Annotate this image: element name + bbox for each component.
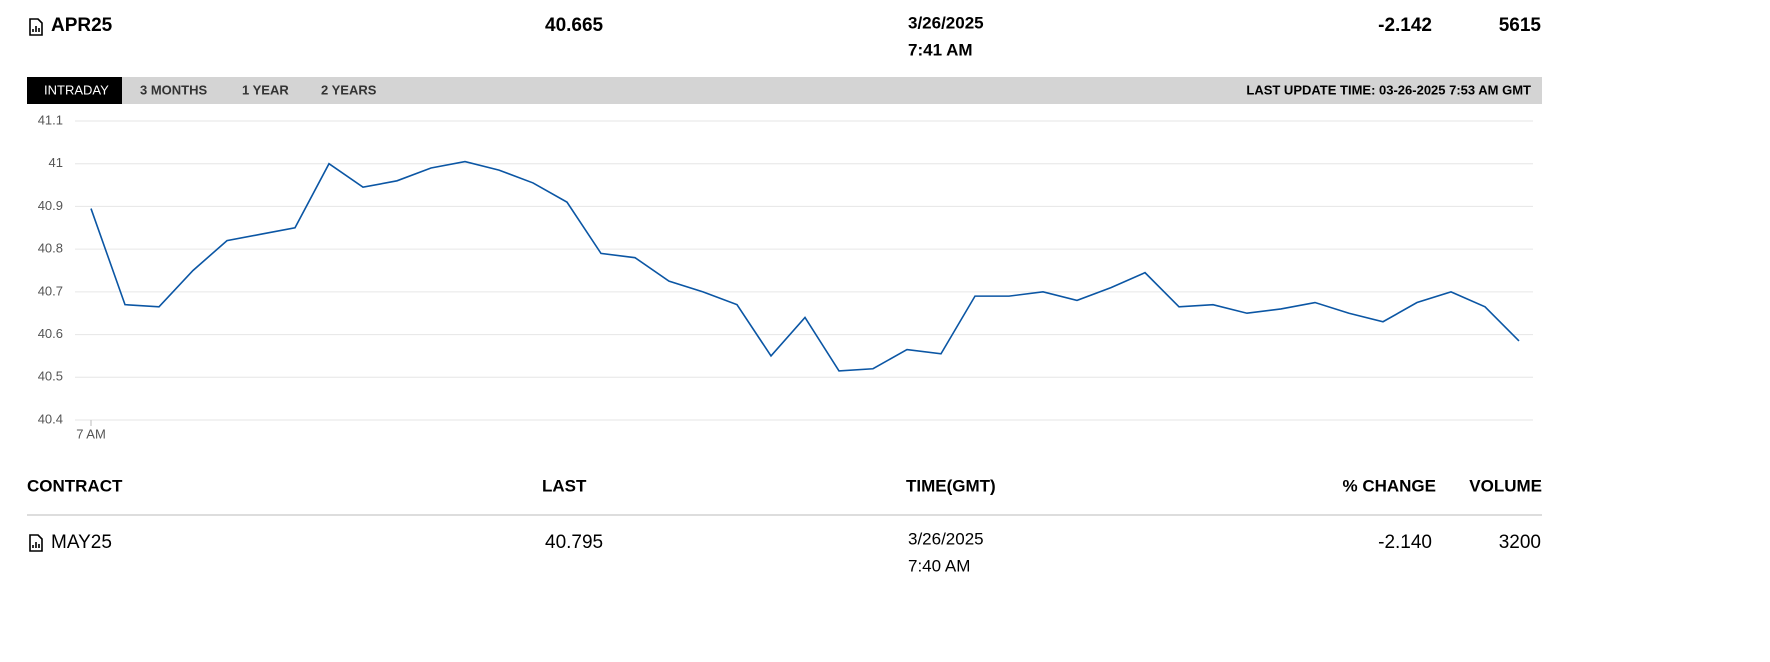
column-header: CONTRACT bbox=[27, 476, 123, 495]
last-update: LAST UPDATE TIME: 03-26-2025 7:53 AM GMT bbox=[1246, 82, 1531, 97]
volume: 5615 bbox=[1499, 15, 1542, 36]
change: -2.142 bbox=[1378, 15, 1432, 36]
time: 7:40 AM bbox=[908, 556, 970, 575]
tab[interactable]: 3 MONTHS bbox=[140, 82, 208, 97]
price-line bbox=[90, 160, 1520, 372]
volume: 3200 bbox=[1499, 532, 1541, 553]
tab[interactable]: 2 YEARS bbox=[321, 82, 377, 97]
y-tick-label: 40.8 bbox=[38, 241, 63, 256]
y-tick-label: 40.5 bbox=[38, 369, 63, 384]
contract[interactable]: APR25 bbox=[51, 15, 113, 36]
tab-bar bbox=[27, 77, 1542, 104]
date: 3/26/2025 bbox=[908, 13, 984, 32]
chart: 40.4 40.5 40.6 40.7 40.8 40.9 41 41.1 7 AM bbox=[38, 112, 1533, 441]
x-tick-label: 7 AM bbox=[76, 426, 106, 441]
y-tick-label: 40.9 bbox=[38, 198, 63, 213]
last-price: 40.795 bbox=[545, 532, 603, 553]
column-header: % CHANGE bbox=[1342, 476, 1436, 495]
y-tick-label: 40.4 bbox=[38, 411, 63, 426]
doc-icon[interactable] bbox=[29, 534, 43, 552]
contract[interactable]: MAY25 bbox=[51, 532, 112, 553]
active-tab[interactable] bbox=[27, 77, 122, 104]
column-header: TIME(GMT) bbox=[906, 476, 996, 495]
y-tick-label: 40.6 bbox=[38, 326, 63, 341]
y-tick-label: 40.7 bbox=[38, 283, 63, 298]
doc-icon[interactable] bbox=[29, 18, 43, 36]
y-tick-label: 41 bbox=[49, 155, 63, 170]
tab[interactable]: INTRADAY bbox=[44, 82, 109, 97]
column-header: LAST bbox=[542, 476, 587, 495]
last-price: 40.665 bbox=[545, 15, 604, 36]
y-tick-label: 41.1 bbox=[38, 112, 63, 127]
date: 3/26/2025 bbox=[908, 529, 984, 548]
change: -2.140 bbox=[1378, 532, 1432, 553]
column-header: VOLUME bbox=[1469, 476, 1542, 495]
time: 7:41 AM bbox=[908, 40, 973, 59]
tab[interactable]: 1 YEAR bbox=[242, 82, 289, 97]
